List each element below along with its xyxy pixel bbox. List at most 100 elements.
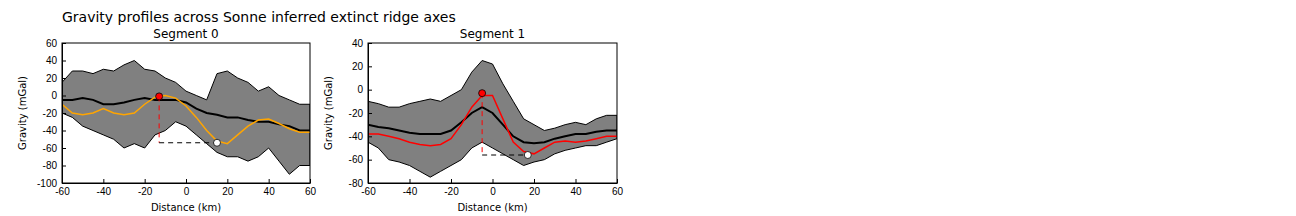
marker (479, 90, 486, 97)
axis-line (369, 183, 618, 184)
tick-label: -60 (55, 186, 70, 197)
tick: 0 (51, 90, 66, 101)
tick: 60 (46, 38, 66, 49)
tick-mark (62, 61, 66, 62)
tick: -100 (37, 178, 66, 189)
tick-mark (145, 179, 146, 183)
tick: -40 (97, 179, 112, 197)
y-axis-title: Gravity (mGal) (17, 76, 28, 150)
tick-mark (368, 113, 372, 114)
tick-mark (62, 148, 66, 149)
x-axis-title: Distance (km) (151, 202, 221, 213)
tick-mark (269, 179, 270, 183)
tick-label: -40 (349, 131, 364, 142)
tick: 40 (264, 179, 276, 197)
guide-line (482, 93, 483, 155)
tick: -60 (43, 143, 66, 154)
tick-label: -80 (43, 160, 58, 171)
tick-label: 20 (352, 61, 364, 72)
x-axis: -60-40-200204060 (361, 179, 623, 197)
tick: -60 (349, 154, 372, 165)
tick-mark (410, 179, 411, 183)
profile-line (368, 107, 617, 143)
tick-mark (368, 183, 372, 184)
tick-label: -60 (349, 154, 364, 165)
y-axis: -100 -80 -60 -40 -20 0 20 40 60 (37, 38, 66, 189)
tick-mark (62, 131, 66, 132)
tick-mark (576, 179, 577, 183)
tick-label: -60 (361, 186, 376, 197)
guide-line (159, 96, 160, 142)
tick: -20 (138, 179, 153, 197)
plot-area (368, 61, 617, 178)
tick-label: 60 (305, 186, 317, 197)
tick: 0 (490, 179, 496, 197)
tick: -80 (349, 178, 372, 189)
marker (524, 152, 531, 159)
tick-label: 20 (529, 186, 541, 197)
subplot-title: Segment 1 (460, 27, 525, 41)
tick: -40 (403, 179, 418, 197)
tick-mark (227, 179, 228, 183)
tick: 0 (184, 179, 190, 197)
tick-label: -40 (43, 125, 58, 136)
subplot: -60 -40 -20 0 20 40 60 -80 -60 -40 -20 0 20 40 Segment… (323, 27, 623, 213)
y-axis: -80 -60 -40 -20 0 20 40 (349, 38, 372, 189)
frame (62, 43, 310, 183)
tick-mark (368, 43, 372, 44)
tick-mark (62, 183, 66, 184)
tick-label: -80 (349, 178, 364, 189)
tick-mark (368, 90, 372, 91)
tick: 0 (357, 84, 372, 95)
tick-label: 0 (184, 186, 190, 197)
tick-label: -20 (43, 108, 58, 119)
profile-line (62, 96, 310, 144)
tick-mark (62, 166, 66, 167)
x-axis: -60 -40 -20 0 20 40 60 (55, 179, 316, 197)
tick-mark (534, 179, 535, 183)
figure-title: Gravity profiles across Sonne inferred e… (62, 9, 456, 25)
tick-label: -20 (138, 186, 153, 197)
tick-label: -40 (403, 186, 418, 197)
marker (214, 139, 221, 146)
tick-mark (368, 136, 372, 137)
tick-label: 0 (357, 84, 363, 95)
tick: -80 (43, 160, 66, 171)
tick-mark (493, 179, 494, 183)
guide-line (482, 155, 528, 156)
guide-line (159, 142, 217, 143)
tick-label: -100 (37, 178, 57, 189)
tick-mark (62, 43, 66, 44)
tick-label: 40 (352, 38, 364, 49)
tick: 20 (529, 179, 541, 197)
tick: -40 (349, 131, 372, 142)
tick-label: -20 (444, 186, 459, 197)
tick-label: 60 (612, 186, 624, 197)
tick: -20 (43, 108, 66, 119)
tick-label: 20 (46, 73, 58, 84)
tick-mark (368, 66, 372, 67)
tick-label: 0 (490, 186, 496, 197)
tick: 20 (352, 61, 372, 72)
tick: 40 (46, 55, 66, 66)
axis-line (63, 183, 311, 184)
tick: 20 (46, 73, 66, 84)
frame (368, 43, 617, 183)
tick-mark (310, 179, 311, 183)
tick: -20 (444, 179, 459, 197)
plot-area (62, 61, 310, 175)
envelope (368, 61, 617, 178)
subplot: -60 -40 -20 0 20 40 60 -100 -80 -60 -40 -20 0 20 40 60 S… (17, 27, 316, 213)
tick-mark (62, 96, 66, 97)
tick: 60 (305, 179, 317, 197)
tick-mark (451, 179, 452, 183)
marker (156, 93, 163, 100)
envelope (62, 61, 310, 175)
tick: 20 (222, 179, 234, 197)
tick-mark (186, 179, 187, 183)
tick: -20 (349, 108, 372, 119)
y-axis-title: Gravity (mGal) (323, 76, 334, 150)
tick-label: 60 (46, 38, 58, 49)
subplot-title: Segment 0 (153, 27, 218, 41)
profile-line (368, 96, 617, 154)
